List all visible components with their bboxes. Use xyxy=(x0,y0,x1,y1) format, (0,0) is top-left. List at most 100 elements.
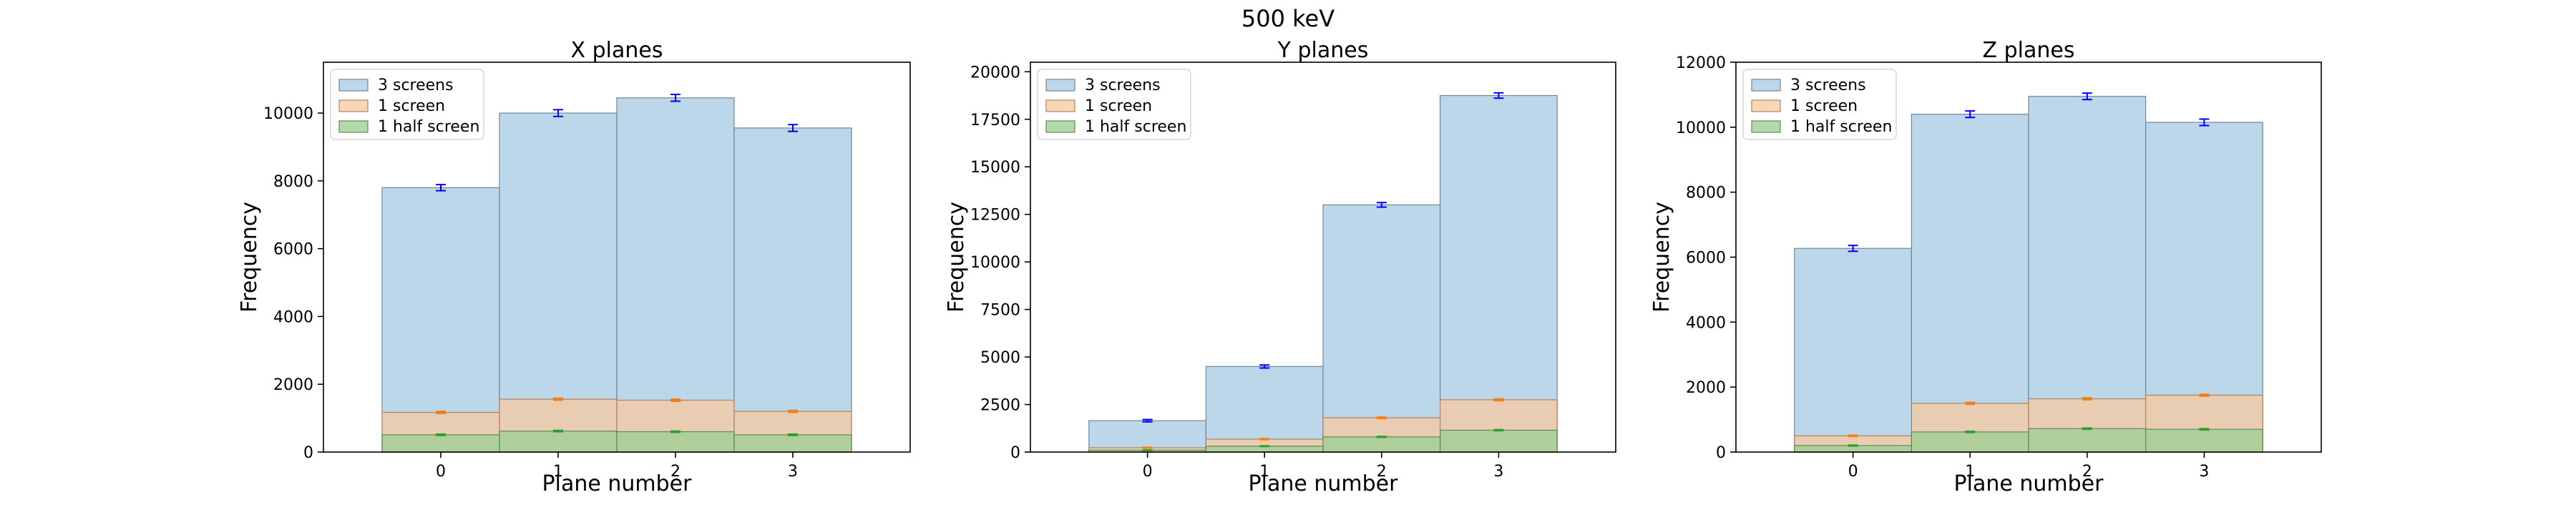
y-axis-label: Frequency xyxy=(237,202,262,313)
y-tick-label: 20000 xyxy=(970,64,1020,82)
error-bar xyxy=(2199,393,2210,397)
legend-swatch xyxy=(338,99,369,112)
error-bar xyxy=(1142,418,1153,423)
axes-frame xyxy=(1030,62,1616,453)
error-bar xyxy=(1848,444,1858,447)
legend-label: 3 screens xyxy=(1790,77,1866,94)
error-bar xyxy=(670,398,680,402)
legend-label: 1 screen xyxy=(1085,97,1152,115)
error-bar xyxy=(2199,118,2210,127)
error-bar xyxy=(1965,401,1976,406)
legend-label: 1 half screen xyxy=(1085,118,1186,136)
y-tick-label: 12000 xyxy=(1676,54,1726,72)
y-tick-label: 10000 xyxy=(970,254,1020,272)
error-bar xyxy=(1493,92,1504,99)
error-bar xyxy=(436,411,446,414)
legend-swatch xyxy=(1751,120,1781,133)
y-tick-label: 10000 xyxy=(263,105,313,123)
legend-label: 1 half screen xyxy=(1790,118,1892,136)
error-bar xyxy=(670,430,680,433)
bar xyxy=(1794,247,1913,453)
y-tick-label: 0 xyxy=(1716,444,1726,462)
error-bar xyxy=(553,397,563,401)
y-axis-label: Frequency xyxy=(944,202,969,313)
error-bar xyxy=(553,429,563,433)
bar xyxy=(1322,204,1441,453)
error-bar xyxy=(1376,436,1387,438)
error-bar xyxy=(553,109,563,117)
chart-panel-2: 0 2500 5000 7500 10000 12500 15000 17500 20000 0 1… xyxy=(944,38,1616,496)
y-axis-label: Frequency xyxy=(1649,202,1674,313)
legend-label: 1 screen xyxy=(1790,97,1858,115)
x-tick-label: 2 xyxy=(1377,463,1387,481)
error-bar xyxy=(788,409,798,413)
error-bar xyxy=(1376,416,1387,420)
x-tick-label: 2 xyxy=(670,463,680,481)
y-tick-label: 2000 xyxy=(1686,379,1726,397)
error-bar xyxy=(436,184,446,192)
bar xyxy=(1322,436,1441,453)
legend-swatch xyxy=(1045,99,1075,112)
y-tick-label: 5000 xyxy=(980,349,1020,367)
legend: 3 screens 1 screen 1 half screen xyxy=(330,69,484,140)
error-bar xyxy=(670,94,680,102)
x-tick-label: 3 xyxy=(2199,463,2209,481)
x-tick-label: 1 xyxy=(1965,463,1975,481)
y-tick-label: 17500 xyxy=(970,112,1020,129)
bar xyxy=(733,127,852,453)
legend: 3 screens 1 screen 1 half screen xyxy=(1037,69,1191,140)
chart-title: Z planes xyxy=(1983,38,2075,63)
x-tick-label: 3 xyxy=(1493,463,1503,481)
legend-swatch xyxy=(1045,79,1075,92)
x-tick-label: 0 xyxy=(1143,463,1153,481)
error-bar xyxy=(1965,430,1976,433)
legend-frame xyxy=(330,69,484,140)
error-bar xyxy=(1493,428,1504,432)
legend-label: 3 screens xyxy=(1085,77,1161,94)
bar xyxy=(1439,94,1558,453)
error-bar xyxy=(1848,434,1858,438)
axes-frame xyxy=(323,62,911,453)
bar xyxy=(616,97,735,453)
y-tick-label: 2500 xyxy=(980,397,1020,415)
bar xyxy=(2145,428,2263,453)
error-bar xyxy=(1259,438,1270,441)
y-tick-label: 6000 xyxy=(1686,250,1726,268)
bar xyxy=(733,434,852,453)
bar xyxy=(1911,431,2029,453)
figure-title: 500 keV xyxy=(1241,5,1335,32)
y-tick-label: 4000 xyxy=(273,308,313,326)
error-bar xyxy=(1376,202,1387,208)
error-bar xyxy=(2199,428,2210,431)
legend: 3 screens 1 screen 1 half screen xyxy=(1742,69,1897,140)
y-tick-label: 10000 xyxy=(1676,119,1726,137)
chart-title: Y planes xyxy=(1277,38,1369,63)
x-tick-label: 1 xyxy=(1259,463,1269,481)
bar xyxy=(2028,428,2147,453)
bar xyxy=(1911,114,2029,453)
legend-label: 3 screens xyxy=(378,77,454,94)
x-axis-label: Plane number xyxy=(1954,471,2104,496)
x-axis-label: Plane number xyxy=(1249,471,1399,496)
y-tick-label: 8000 xyxy=(273,173,313,191)
y-tick-label: 6000 xyxy=(273,241,313,259)
x-tick-label: 2 xyxy=(2082,463,2092,481)
y-tick-label: 2000 xyxy=(273,376,313,394)
legend-swatch xyxy=(338,120,369,133)
bar xyxy=(381,434,500,453)
y-tick-label: 12500 xyxy=(970,207,1020,225)
error-bar xyxy=(2082,397,2092,401)
error-bar xyxy=(788,433,798,436)
error-bar xyxy=(2082,92,2092,101)
x-tick-label: 1 xyxy=(553,463,563,481)
x-tick-label: 3 xyxy=(788,463,798,481)
y-tick-label: 8000 xyxy=(1686,185,1726,202)
chart-title: X planes xyxy=(571,38,663,63)
x-axis-label: Plane number xyxy=(542,471,693,496)
y-tick-label: 15000 xyxy=(970,159,1020,177)
bar xyxy=(616,431,735,453)
error-bar xyxy=(1259,364,1270,369)
legend-swatch xyxy=(338,79,369,92)
error-bar xyxy=(1142,446,1153,449)
